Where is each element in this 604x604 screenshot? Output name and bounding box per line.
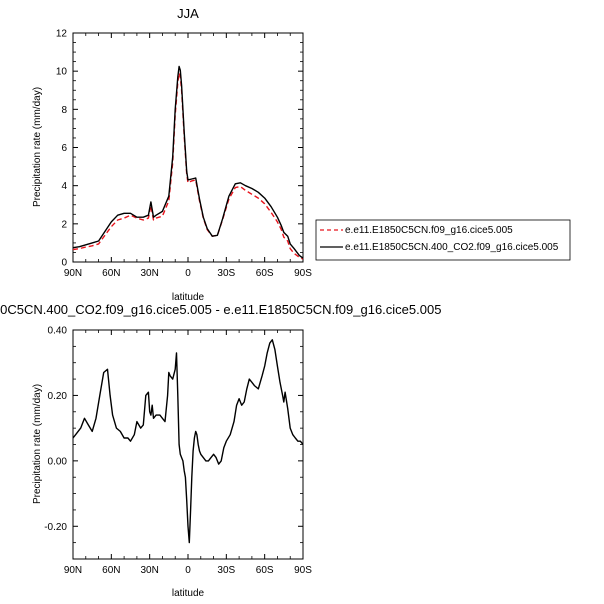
series-line-0 [72,339,304,544]
legend-entry-control: e.e11.E1850C5CN.f09_g16.cice5.005 [345,225,513,236]
legend: e.e11.E1850C5CN.f09_g16.cice5.005 e.e11.… [315,219,571,261]
x-tick-label: 60S [256,565,274,576]
x-tick-label: 60N [102,565,120,576]
legend-box [315,219,571,261]
y-tick-label: 8 [61,105,67,116]
panel-difference: e.e11.E1850C5CN.400_CO2.f09_g16.cice5.00… [0,302,441,599]
y-axis-label: Precipitation rate (mm/day) [32,384,43,504]
y-tick-label: 0.00 [48,456,68,467]
x-tick-label: 60N [102,268,120,279]
y-tick-label: 4 [61,181,67,192]
x-tick-label: 90S [294,268,312,279]
difference-title: e.e11.E1850C5CN.400_CO2.f09_g16.cice5.00… [0,302,441,317]
y-axis-label: Precipitation rate (mm/day) [32,87,43,207]
x-tick-label: 90S [294,565,312,576]
panel-mean-precipitation: JJA 90N 60N 30N 0 30S 60S 90S 0 2 4 6 8 10 12 latitud… [32,6,312,303]
y-tick-label: -0.20 [44,522,67,533]
x-tick-label: 30N [140,565,158,576]
series-line-1 [72,65,304,259]
series-line-0 [72,72,304,260]
x-tick-label: 30N [140,268,158,279]
legend-entry-co2: e.e11.E1850C5CN.400_CO2.f09_g16.cice5.00… [345,242,559,253]
x-tick-label: 30S [217,268,235,279]
y-tick-label: 6 [61,143,67,154]
x-tick-label: 0 [185,268,191,279]
chart-title: JJA [177,6,199,21]
x-tick-label: 0 [185,565,191,576]
y-tick-label: 0.20 [48,391,68,402]
x-tick-label: 60S [256,268,274,279]
y-tick-label: 10 [56,67,68,78]
x-tick-label: 90N [64,268,82,279]
x-axis-label: latitude [172,588,205,599]
y-tick-label: 0.40 [48,326,68,337]
y-tick-label: 0 [61,258,67,269]
x-tick-label: 30S [217,565,235,576]
y-tick-label: 2 [61,219,67,230]
y-tick-label: 12 [56,29,68,40]
x-tick-label: 90N [64,565,82,576]
x-axis-label: latitude [172,292,205,303]
